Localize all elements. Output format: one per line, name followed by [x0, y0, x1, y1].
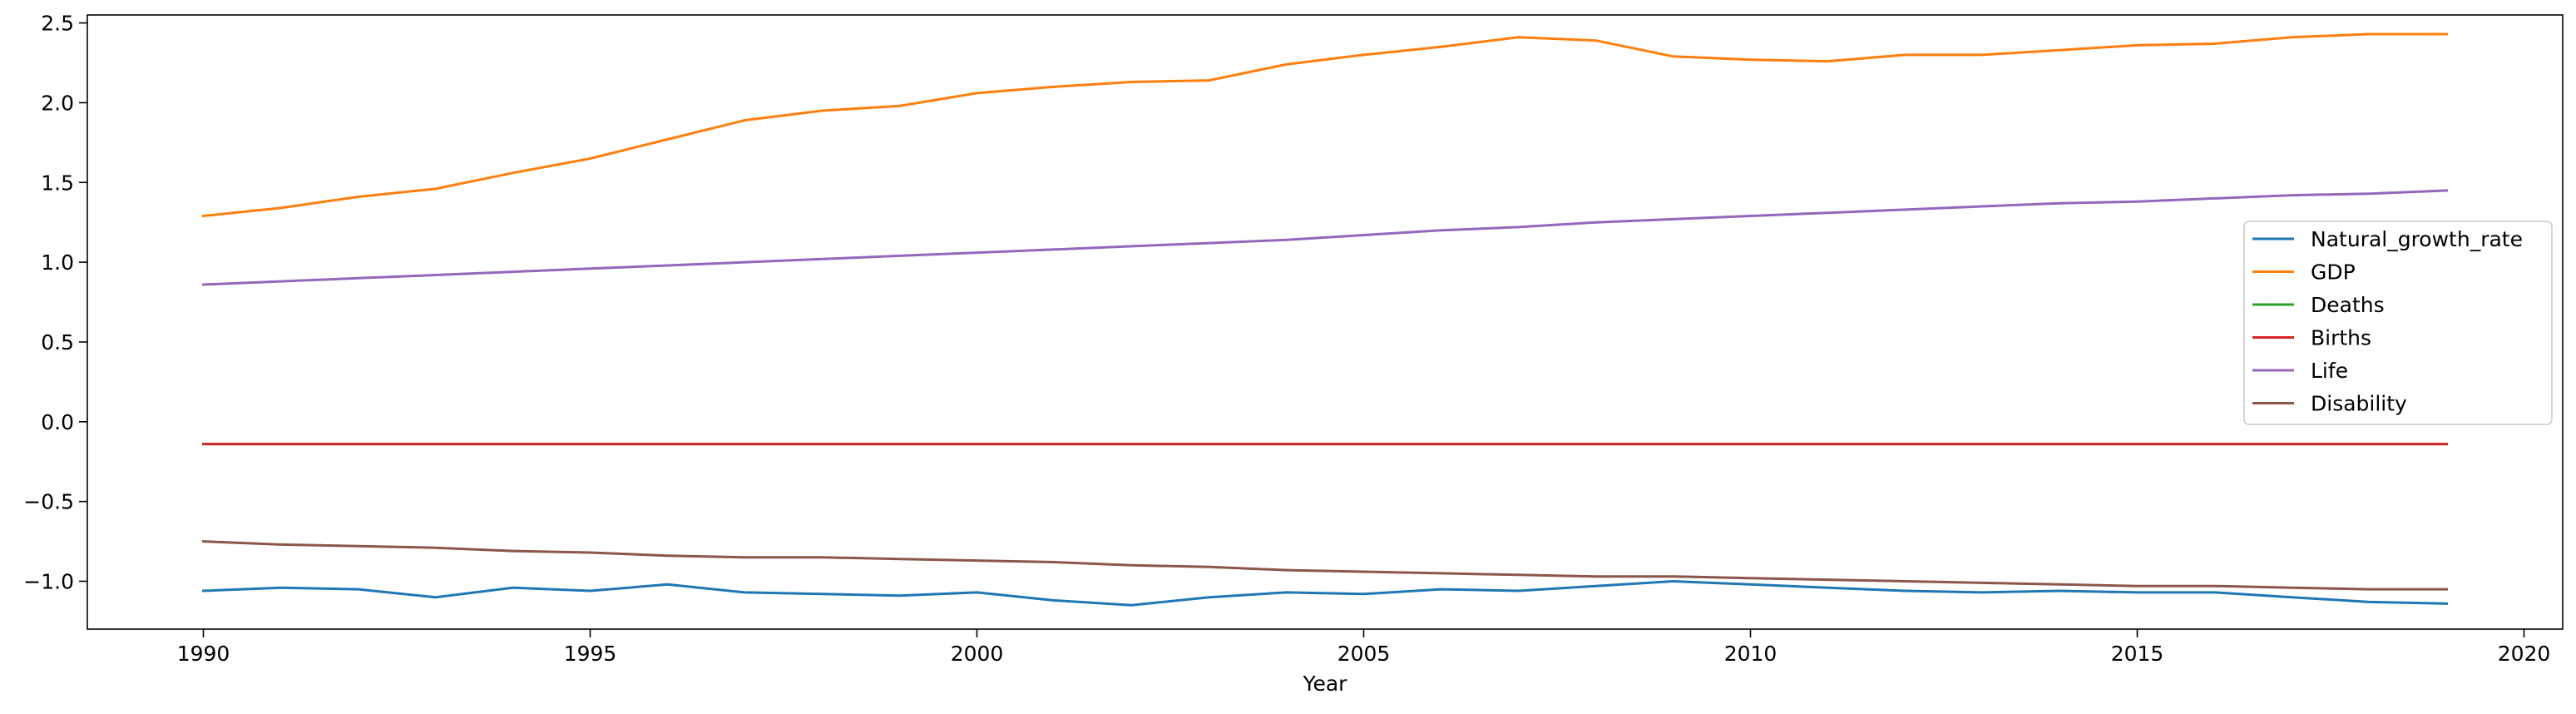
x-tick-label: 2005 [1337, 642, 1391, 666]
x-axis-label: Year [1303, 672, 1348, 696]
legend-label-life: Life [2311, 359, 2348, 383]
y-tick-label: −1.0 [23, 569, 74, 593]
y-tick-label: 2.0 [41, 91, 74, 115]
y-tick-label: 0.5 [41, 330, 74, 355]
x-tick-label: 2020 [2498, 642, 2551, 666]
legend-label-natural-growth-rate: Natural_growth_rate [2311, 227, 2523, 251]
series-lines [201, 32, 2449, 607]
x-tick-label: 2010 [1724, 642, 1777, 666]
legend-label-births: Births [2311, 326, 2371, 350]
series-line-gdp [201, 32, 2448, 218]
y-axis: −1.0 −0.5 0.0 0.5 1.0 1.5 2.0 2.5 [23, 12, 87, 593]
x-tick-label: 2000 [951, 642, 1004, 666]
plot-frame [87, 14, 2564, 630]
x-tick-label: 1995 [564, 642, 617, 666]
series-line-disability [201, 540, 2448, 591]
series-line-life [201, 189, 2449, 286]
legend: Natural_growth_rate GDP Deaths Births Life Di… [2243, 221, 2553, 425]
x-tick-label: 1990 [177, 642, 230, 666]
series-line-natural-growth-rate [201, 580, 2449, 607]
y-tick-label: −0.5 [23, 490, 74, 514]
legend-box [2243, 221, 2553, 425]
y-tick-label: 0.0 [41, 410, 74, 434]
x-axis: 1990 1995 2000 2005 2010 2015 2020 [177, 629, 2551, 666]
x-tick-label: 2015 [2111, 642, 2164, 666]
legend-label-deaths: Deaths [2311, 293, 2385, 317]
y-tick-label: 1.0 [41, 250, 74, 275]
y-tick-label: 2.5 [41, 12, 74, 36]
y-tick-label: 1.5 [41, 171, 74, 195]
legend-label-gdp: GDP [2311, 260, 2356, 285]
legend-label-disability: Disability [2311, 392, 2407, 416]
